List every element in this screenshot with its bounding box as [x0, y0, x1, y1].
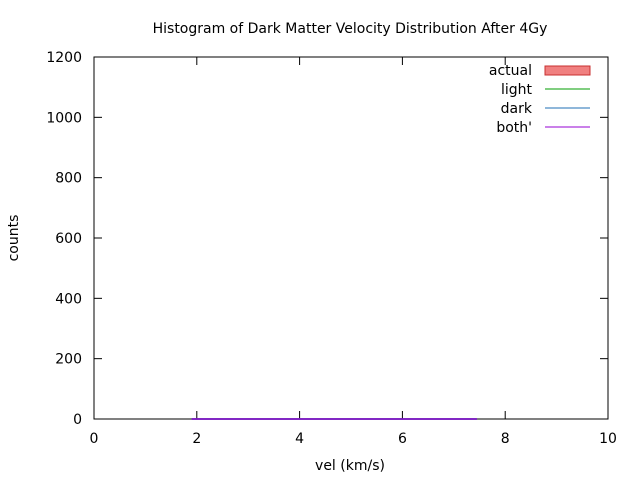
legend-label: dark [501, 101, 533, 117]
x-tick-label: 6 [398, 431, 407, 447]
y-axis-ticks: 0 200 400 600 800 1000 1200 [46, 50, 608, 428]
y-axis-label: counts [6, 215, 22, 262]
x-tick-label: 0 [90, 431, 99, 447]
x-tick-label: 10 [599, 431, 617, 447]
y-tick-label: 1200 [46, 50, 82, 66]
y-tick-label: 0 [73, 412, 82, 428]
x-tick-label: 2 [192, 431, 201, 447]
y-tick-label: 600 [55, 231, 82, 247]
legend-label: both' [496, 120, 532, 136]
chart-title: Histogram of Dark Matter Velocity Distri… [153, 21, 548, 37]
legend-swatch-actual [544, 65, 591, 76]
y-tick-label: 200 [55, 352, 82, 368]
x-axis-ticks: 0 2 4 6 8 10 [90, 57, 617, 447]
y-tick-label: 800 [55, 171, 82, 187]
x-tick-label: 8 [501, 431, 510, 447]
legend-label: actual [489, 63, 532, 79]
y-tick-label: 1000 [46, 110, 82, 126]
legend: actual light dark both' [489, 63, 591, 136]
legend-label: light [501, 82, 533, 98]
x-axis-label: vel (km/s) [315, 458, 385, 474]
y-tick-label: 400 [55, 291, 82, 307]
x-tick-label: 4 [295, 431, 304, 447]
